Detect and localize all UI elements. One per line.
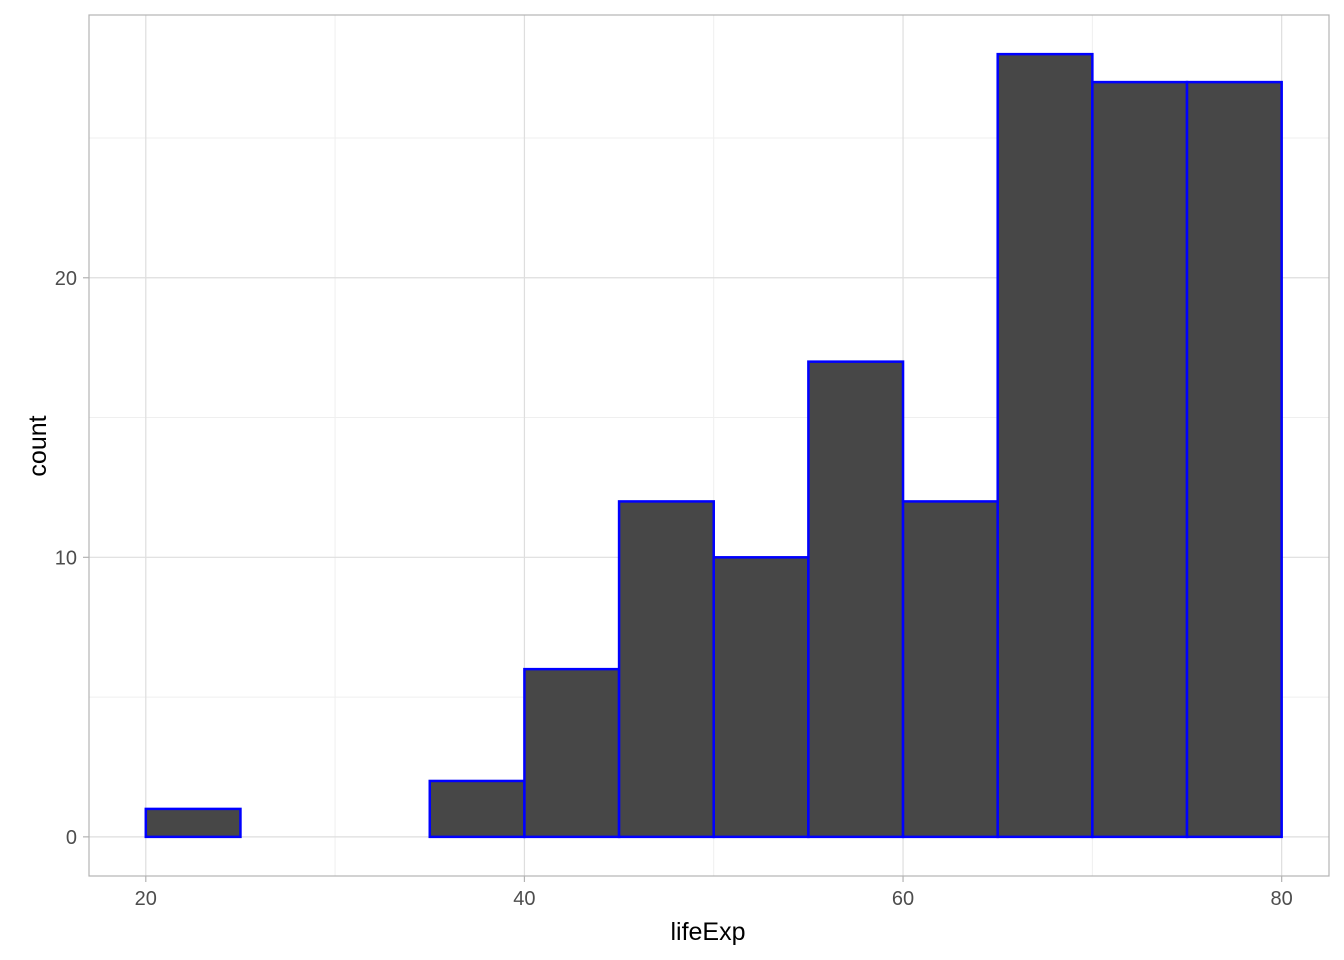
y-tick-label: 20 bbox=[55, 268, 77, 290]
histogram-bar bbox=[617, 500, 715, 839]
histogram-bar bbox=[1185, 80, 1283, 839]
histogram-bar bbox=[523, 667, 621, 839]
x-tick-label: 60 bbox=[892, 888, 914, 910]
x-tick-label: 40 bbox=[513, 888, 535, 910]
histogram-bar bbox=[144, 807, 242, 839]
x-tick-label: 20 bbox=[135, 888, 157, 910]
x-axis-ticks: 20 40 60 80 bbox=[135, 876, 1293, 910]
y-axis-title: count bbox=[24, 415, 52, 476]
x-tick-label: 80 bbox=[1271, 888, 1293, 910]
histogram-bar bbox=[901, 500, 999, 839]
histogram-bars bbox=[144, 52, 1283, 839]
histogram-bar bbox=[1091, 80, 1189, 839]
y-axis-ticks: 0 10 20 bbox=[55, 268, 89, 849]
panel-border bbox=[88, 14, 1330, 877]
histogram-bar bbox=[807, 360, 905, 839]
y-tick-label: 0 bbox=[66, 827, 77, 849]
y-tick-label: 10 bbox=[55, 547, 77, 569]
histogram-bar bbox=[428, 779, 526, 839]
x-axis-title: lifeExp bbox=[670, 918, 745, 946]
histogram-bar bbox=[996, 52, 1094, 839]
histogram-bar bbox=[712, 556, 810, 839]
